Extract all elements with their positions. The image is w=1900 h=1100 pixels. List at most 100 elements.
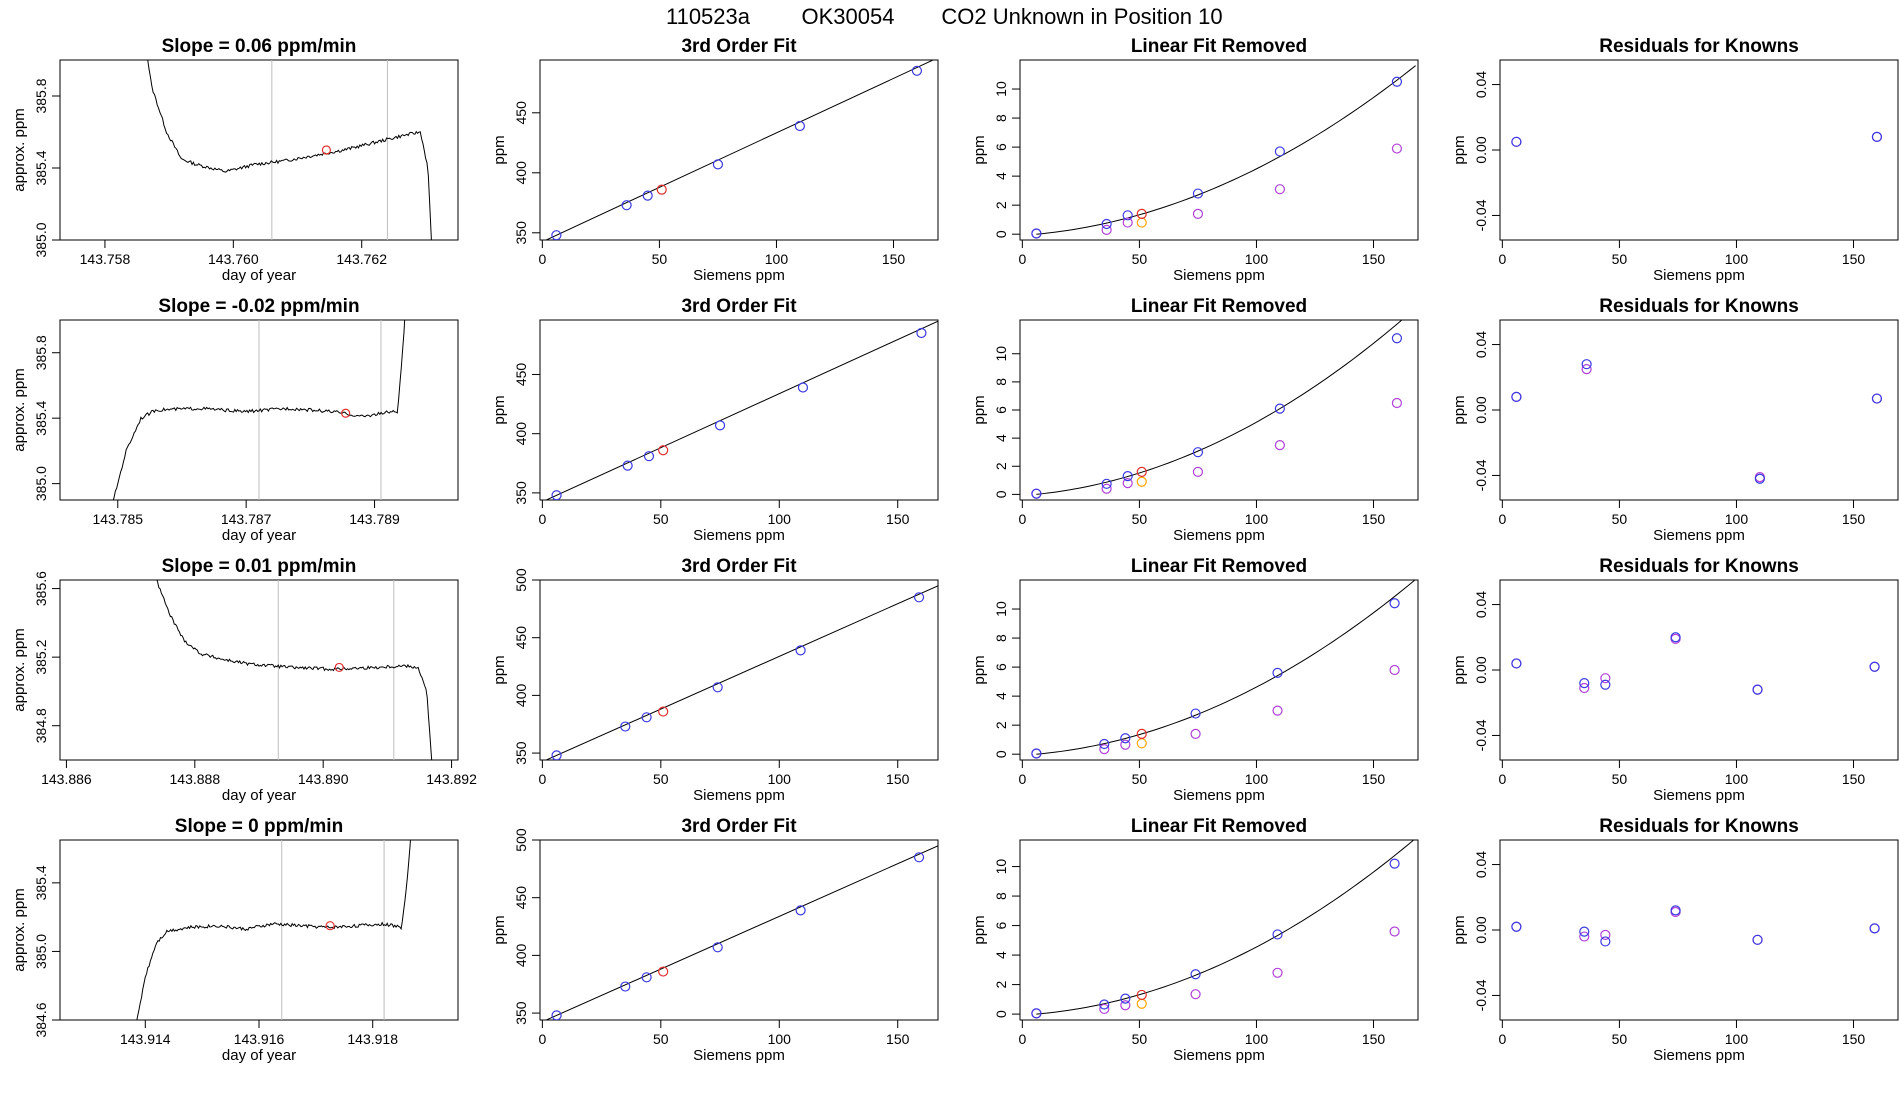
y-axis-label: approx. ppm (11, 108, 28, 191)
point-purple (1190, 728, 1201, 739)
point-blue (1272, 667, 1283, 679)
point-blue (1031, 488, 1042, 499)
x-tick-label: 143.892 (426, 771, 477, 787)
point-blue (1101, 478, 1112, 489)
point-blue (1511, 391, 1522, 403)
plot-frame (539, 59, 939, 241)
chart-title: Linear Fit Removed (1131, 816, 1307, 837)
y-tick-label: 8 (993, 114, 1009, 122)
y-axis-label: ppm (1451, 915, 1468, 944)
y-axis-label: ppm (1451, 655, 1468, 684)
point-blue (1192, 188, 1204, 199)
point-purple (1579, 682, 1590, 694)
x-tick-label: 50 (1612, 771, 1628, 787)
x-tick-label: 150 (882, 251, 906, 267)
point-red (658, 966, 669, 977)
y-tick-label: 450 (513, 363, 529, 387)
point-blue (1190, 969, 1201, 980)
y-axis-label: ppm (971, 135, 988, 164)
x-tick-label: 100 (1725, 771, 1749, 787)
y-tick-label: 0 (993, 230, 1009, 238)
x-tick-label: 100 (768, 511, 792, 527)
point-purple (1600, 929, 1611, 941)
point-blue (1120, 993, 1131, 1004)
plot-area (1031, 840, 1415, 1019)
point-blue (1120, 733, 1131, 744)
point-purple (1120, 739, 1131, 750)
fit-curve (1036, 840, 1415, 1015)
y-tick-label: 385.6 (33, 571, 49, 606)
panel-r1c3: Linear Fit Removed 0 50 100 150 0 2 4 6 8 10 Siemen… (971, 36, 1419, 284)
y-tick-label: 6 (993, 143, 1009, 151)
point-blue (913, 852, 925, 863)
x-axis-label: day of year (222, 787, 296, 804)
point-blue (1754, 473, 1765, 484)
y-axis-label: ppm (491, 655, 508, 684)
point-purple (1101, 224, 1112, 235)
panel-grid: Slope = 0.06 ppm/min 143.758 143.760 143.76… (11, 36, 1899, 1064)
y-tick-label: 2 (993, 462, 1009, 470)
chart-title: 3rd Order Fit (681, 556, 797, 577)
x-tick-label: 143.785 (92, 511, 143, 527)
point-blue (794, 120, 805, 132)
point-blue (1869, 923, 1880, 934)
plot-frame (1499, 319, 1899, 501)
point-blue (1272, 929, 1283, 940)
point-red (656, 184, 667, 195)
y-tick-label: 0.04 (1473, 591, 1489, 618)
point-blue (1391, 333, 1403, 344)
x-tick-label: 150 (1362, 251, 1386, 267)
x-tick-label: 0 (1498, 1031, 1506, 1047)
point-blue (795, 905, 806, 916)
y-tick-label: -0.04 (1473, 979, 1489, 1011)
chart-title: Slope = 0.01 ppm/min (162, 556, 357, 577)
x-tick-label: 50 (1132, 1031, 1148, 1047)
fit-curve (1036, 320, 1403, 495)
y-tick-label: 0.00 (1473, 916, 1489, 943)
x-tick-label: 143.762 (336, 251, 387, 267)
x-tick-label: 0 (1498, 251, 1506, 267)
point-blue (1871, 131, 1883, 143)
x-tick-label: 0 (538, 771, 546, 787)
point-blue (712, 942, 723, 953)
y-tick-label: 2 (993, 980, 1009, 988)
point-blue (1511, 921, 1522, 932)
point-blue (1752, 934, 1763, 945)
x-tick-label: 50 (653, 771, 669, 787)
y-tick-label: 0.00 (1473, 656, 1489, 683)
point-blue (1579, 677, 1590, 689)
point-purple (1192, 208, 1204, 219)
point-blue (1670, 905, 1681, 916)
point-purple (1272, 967, 1283, 978)
plot-area (1511, 632, 1880, 695)
chart-title: Residuals for Knowns (1599, 36, 1799, 57)
y-tick-label: 8 (993, 378, 1009, 386)
point-blue (1600, 936, 1611, 947)
figure-title-part-3: CO2 Unknown in Position 10 (941, 4, 1222, 29)
chart-title: Slope = 0 ppm/min (175, 816, 343, 837)
x-tick-label: 143.787 (221, 511, 272, 527)
point-blue (641, 972, 652, 983)
x-tick-label: 100 (768, 771, 792, 787)
chart-title: Residuals for Knowns (1599, 556, 1799, 577)
point-blue (797, 382, 809, 393)
plot-frame (1499, 579, 1899, 761)
y-tick-label: 350 (513, 1001, 529, 1025)
x-tick-label: 143.914 (120, 1031, 171, 1047)
y-tick-label: 385.0 (33, 466, 49, 501)
point-blue (620, 721, 631, 732)
plot-frame (59, 59, 459, 241)
x-tick-label: 143.760 (208, 251, 259, 267)
point-blue (1192, 447, 1204, 458)
x-tick-label: 150 (1362, 771, 1386, 787)
fit-curve (1036, 580, 1416, 755)
y-tick-label: 400 (513, 943, 529, 967)
plot-area (545, 60, 935, 240)
plot-area (147, 60, 432, 240)
point-blue (1581, 359, 1592, 370)
point-blue (1274, 146, 1285, 157)
y-axis-label: approx. ppm (11, 368, 28, 451)
panel-r1c2: 3rd Order Fit 0 50 100 150 350 400 450 Siemens p… (491, 36, 939, 284)
figure-title-part-1: 110523a (666, 4, 751, 29)
plot-area (1031, 580, 1416, 759)
